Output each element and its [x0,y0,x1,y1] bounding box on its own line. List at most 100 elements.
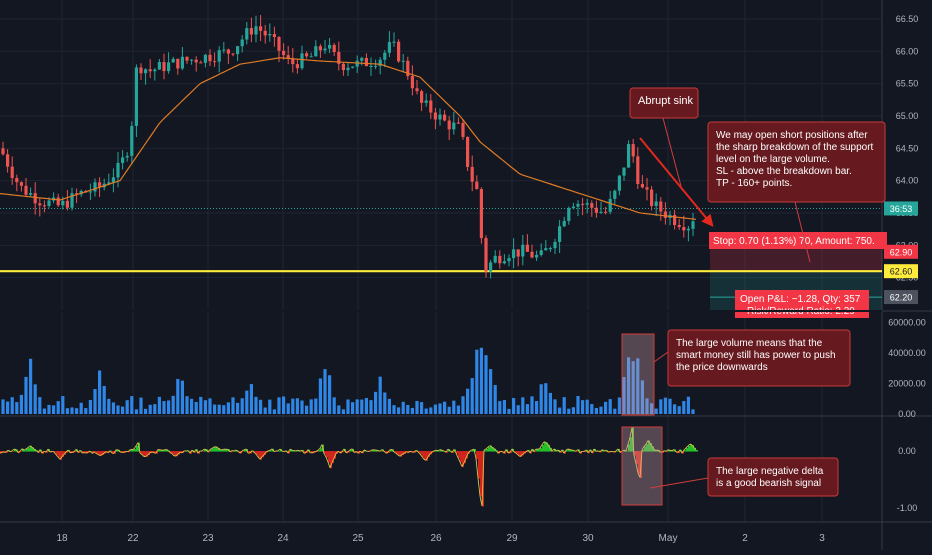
volume-bar [512,398,515,414]
delta-area [28,448,30,452]
delta-area [458,451,460,458]
volume-bar [190,399,193,414]
candle-body [360,58,363,61]
volume-bar [89,400,92,414]
volume-bar [300,401,303,414]
volume-bar [52,405,55,414]
volume-bar [11,397,14,414]
candle-body [176,59,179,69]
volume-bar [379,377,382,414]
candle-body [365,58,368,66]
short-idea-note-line: level on the large volume. [716,154,830,165]
delta-line [210,448,212,449]
candle-body [641,184,644,187]
candle-body [540,250,543,255]
x-tick-label: 24 [277,533,289,544]
delta-line [202,449,204,451]
candle-body [89,191,92,192]
candle-body [466,137,469,167]
volume-bar [659,399,662,414]
volume-tick-label: 60000.00 [888,318,926,328]
x-tick-label: 22 [127,533,139,544]
delta-line [556,450,558,451]
delta-area [136,446,138,452]
candle-body [494,256,497,263]
candle-body [300,53,303,68]
volume-bar [590,404,593,414]
candle-body [199,62,202,63]
volume-bar [310,399,313,414]
volume-bar [273,409,276,414]
candle-body [259,26,262,31]
volume-bar [107,399,110,414]
volume-bar [673,404,676,414]
candle-body [231,54,234,55]
candle-body [475,182,478,189]
volume-bar [342,409,345,414]
volume-bar [319,378,322,414]
delta-line [672,450,674,451]
delta-line [488,446,490,448]
volume-bar [356,399,359,414]
delta-line [438,450,440,451]
price-tick-label: 65.50 [896,79,919,89]
delta-line [326,457,328,462]
volume-bar [70,407,73,414]
delta-line [380,450,382,452]
price-level-label: 62.20 [890,293,913,303]
delta-line [212,447,214,448]
volume-bar [480,348,483,414]
volume-bar [553,399,556,414]
candle-body [121,157,124,163]
volume-bar [98,370,101,414]
delta-area [328,451,330,463]
volume-bar [254,397,257,414]
candle-body [415,88,418,91]
delta-area [696,450,698,452]
volume-bar [535,401,538,414]
volume-bar [195,402,198,414]
volume-bar [75,408,78,414]
candle-body [245,28,248,39]
candle-body [356,61,359,67]
volume-bar [282,396,285,414]
candle-body [351,67,354,68]
volume-bar [135,409,138,414]
delta-line [278,449,280,451]
x-tick-label: 26 [430,533,442,544]
candle-body [521,245,524,257]
delta-line [282,451,284,452]
volume-bar [471,378,474,414]
volume-bar [149,405,152,414]
candle-body [34,193,37,203]
delta-line [538,448,540,449]
volume-bar [199,397,202,414]
volume-note-line: The large volume means that the [676,338,823,349]
volume-bar [448,407,451,414]
candle-body [310,56,313,57]
price-tick-label: 64.50 [896,143,919,153]
delta-line [20,449,22,451]
candle-body [383,53,386,60]
candle-body [6,154,9,166]
pnl-label: Open P&L: −1.28, Qty: 357 [740,294,861,305]
candle-body [254,26,257,34]
delta-line [134,446,136,449]
price-tick-label: 66.00 [896,46,919,56]
delta-area [326,451,328,457]
volume-bar [1,399,4,414]
candle-body [172,59,175,63]
candle-body [222,50,225,51]
volume-bar [475,350,478,414]
candle-body [38,203,41,205]
delta-area [478,451,480,479]
delta-tick-label: -1.00 [897,503,918,513]
candle-body [388,42,391,53]
candle-body [420,91,423,103]
delta-line [318,448,320,450]
candle-body [682,227,685,230]
candle-body [632,144,635,156]
candle-body [498,256,501,263]
volume-bar [213,405,216,414]
